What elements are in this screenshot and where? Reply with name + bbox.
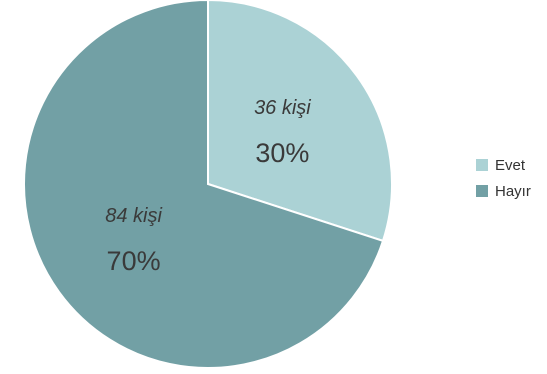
legend-label-evet: Evet xyxy=(495,156,526,174)
legend-swatch-evet xyxy=(476,159,488,171)
legend-swatch-hayir xyxy=(476,185,488,197)
legend-label-hayir: Hayır xyxy=(495,182,531,200)
slice-count-label: 84 kişi xyxy=(105,205,162,227)
pie-slice-evet[interactable] xyxy=(207,0,393,243)
slice-percent-label: 70% xyxy=(107,246,161,276)
slice-count-label: 36 kişi xyxy=(254,97,311,119)
slice-percent-label: 30% xyxy=(255,138,309,168)
chart-legend: Evet Hayır xyxy=(476,154,531,206)
pie-slice-hayir[interactable] xyxy=(23,0,385,369)
legend-item-evet[interactable]: Evet xyxy=(476,154,531,176)
legend-item-hayir[interactable]: Hayır xyxy=(476,180,531,202)
